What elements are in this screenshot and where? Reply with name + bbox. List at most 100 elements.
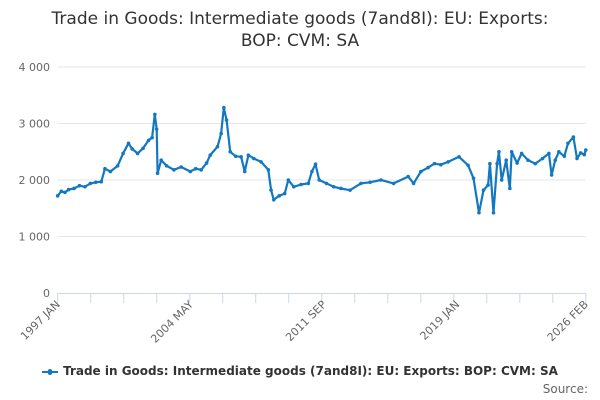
data-point bbox=[154, 127, 159, 131]
data-point bbox=[55, 194, 60, 198]
data-point bbox=[153, 112, 157, 117]
data-point bbox=[155, 171, 160, 176]
data-point bbox=[242, 169, 247, 174]
chart-title: Trade in Goods: Intermediate goods (7and… bbox=[0, 8, 600, 52]
data-point bbox=[299, 182, 303, 187]
data-point bbox=[150, 135, 154, 140]
data-point bbox=[379, 178, 383, 182]
data-point bbox=[488, 161, 492, 166]
data-point bbox=[164, 164, 169, 168]
data-point bbox=[549, 173, 554, 177]
data-point bbox=[224, 118, 229, 122]
y-tick-label: 2 000 bbox=[19, 174, 51, 187]
data-point bbox=[359, 181, 363, 186]
data-point bbox=[497, 149, 501, 154]
data-point bbox=[495, 161, 499, 166]
data-point bbox=[348, 188, 352, 192]
chart-title-line-2: BOP: CVM: SA bbox=[240, 31, 360, 51]
data-point bbox=[72, 186, 76, 191]
legend[interactable]: Trade in Goods: Intermediate goods (7and… bbox=[0, 364, 600, 378]
data-point bbox=[477, 210, 481, 215]
data-point bbox=[406, 174, 410, 179]
data-point bbox=[471, 176, 476, 181]
data-point bbox=[63, 190, 67, 195]
data-point bbox=[491, 210, 496, 215]
data-point bbox=[446, 160, 450, 164]
data-point bbox=[457, 155, 461, 159]
legend-series-label: Trade in Goods: Intermediate goods (7and… bbox=[63, 364, 558, 378]
data-point bbox=[432, 161, 437, 166]
data-point bbox=[228, 149, 233, 154]
data-point bbox=[99, 179, 104, 184]
data-point bbox=[519, 151, 524, 156]
data-point bbox=[135, 151, 140, 156]
data-point bbox=[94, 180, 98, 185]
data-point bbox=[339, 186, 343, 191]
x-axis: 1997 JAN 2004 MAY 2011 SEP 2019 JAN 2026 FEB bbox=[18, 293, 591, 346]
data-point bbox=[159, 158, 164, 163]
data-point bbox=[77, 183, 82, 188]
data-point bbox=[324, 181, 329, 186]
series-line bbox=[56, 106, 587, 214]
data-point bbox=[411, 181, 416, 186]
data-point bbox=[252, 156, 256, 161]
data-point bbox=[269, 188, 273, 192]
data-point bbox=[509, 149, 514, 154]
data-point bbox=[540, 156, 545, 161]
data-point bbox=[426, 165, 430, 170]
data-point bbox=[108, 169, 113, 174]
x-tick-label: 2004 MAY bbox=[148, 298, 196, 346]
data-point bbox=[368, 180, 372, 185]
data-point bbox=[466, 163, 470, 168]
y-tick-label: 1 000 bbox=[19, 231, 51, 244]
data-point bbox=[306, 181, 311, 186]
plot-area bbox=[55, 105, 588, 215]
data-point bbox=[204, 161, 209, 165]
data-point bbox=[508, 186, 512, 191]
data-point bbox=[571, 135, 576, 139]
data-point bbox=[146, 138, 151, 143]
data-point bbox=[208, 153, 213, 157]
data-point bbox=[331, 184, 336, 189]
data-point bbox=[199, 168, 203, 172]
x-tick-label: 2019 JAN bbox=[418, 298, 463, 343]
data-point bbox=[126, 141, 131, 146]
y-tick-label: 0 bbox=[43, 287, 50, 300]
data-point bbox=[259, 160, 263, 164]
data-point bbox=[291, 184, 296, 189]
data-point bbox=[233, 154, 238, 159]
data-point bbox=[481, 188, 486, 192]
x-tick-label: 1997 JAN bbox=[18, 298, 63, 343]
data-point bbox=[533, 161, 538, 166]
data-point bbox=[188, 169, 193, 174]
data-point bbox=[419, 169, 423, 174]
data-point bbox=[239, 155, 243, 159]
data-point bbox=[219, 131, 223, 136]
data-point bbox=[584, 148, 588, 152]
data-point bbox=[557, 149, 561, 154]
y-axis: 0 1 000 2 000 3 000 4 000 bbox=[19, 61, 51, 300]
data-point bbox=[246, 153, 251, 157]
data-point bbox=[83, 184, 87, 189]
data-point bbox=[266, 168, 271, 172]
legend-series-symbol bbox=[42, 368, 59, 375]
data-point bbox=[103, 166, 107, 171]
data-point bbox=[391, 181, 396, 186]
y-tick-label: 4 000 bbox=[19, 61, 51, 74]
data-point bbox=[121, 151, 125, 156]
data-point bbox=[504, 158, 509, 163]
data-point bbox=[282, 191, 287, 196]
data-point bbox=[277, 194, 282, 198]
data-point bbox=[310, 169, 314, 174]
source-label: Source: bbox=[542, 382, 588, 396]
data-point bbox=[439, 162, 443, 167]
chart-title-line-1: Trade in Goods: Intermediate goods (7and… bbox=[51, 9, 549, 29]
data-point bbox=[115, 164, 120, 168]
data-point bbox=[562, 154, 567, 159]
data-point bbox=[526, 158, 530, 163]
data-point bbox=[566, 141, 570, 146]
data-point bbox=[499, 178, 504, 182]
data-point bbox=[66, 187, 71, 192]
data-point bbox=[141, 146, 145, 151]
